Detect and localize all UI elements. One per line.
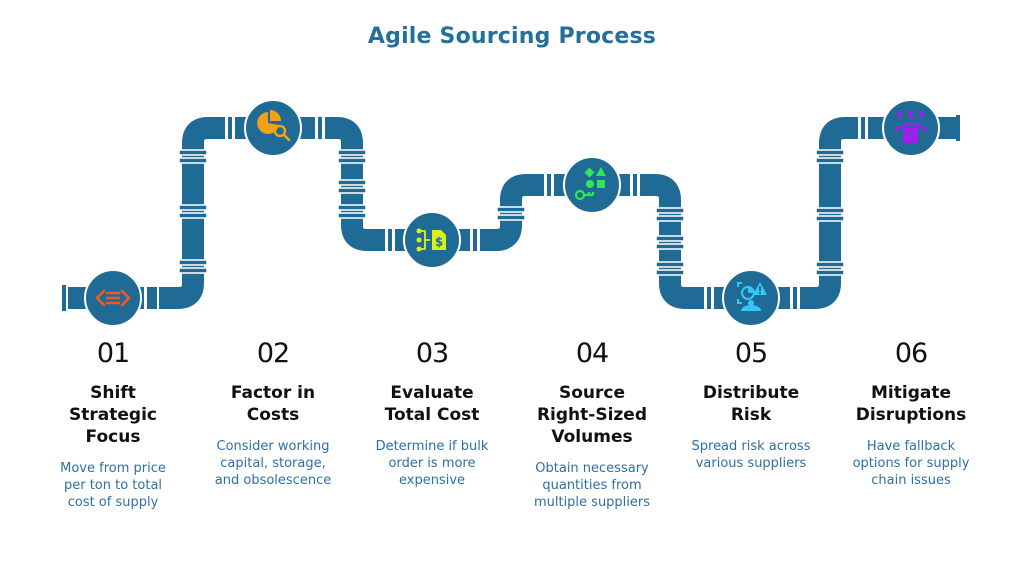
step-heading: Shift Strategic Focus <box>69 383 157 447</box>
step-2-node <box>244 99 302 157</box>
step-3-node: $ <box>403 211 461 269</box>
step-1: 01 Shift Strategic Focus Move from price… <box>38 338 188 511</box>
step-5: 05 Distribute Risk Spread risk across va… <box>676 338 826 472</box>
step-number: 06 <box>894 338 928 369</box>
step-number: 05 <box>734 338 768 369</box>
rain-package-icon <box>894 111 928 143</box>
diagram-title: Agile Sourcing Process <box>367 24 657 49</box>
step-number: 01 <box>96 338 130 369</box>
shapes-key-icon <box>574 167 606 201</box>
step-3: 03 Evaluate Total Cost Determine if bulk… <box>357 338 507 489</box>
step-2: 02 Factor in Costs Consider working capi… <box>198 338 348 489</box>
svg-text:$: $ <box>435 235 443 249</box>
step-description: Obtain necessary quantities from multipl… <box>533 461 651 510</box>
step-description: Move from price per ton to total cost of… <box>60 461 166 510</box>
cost-breakdown-icon: $ <box>416 228 446 252</box>
step-6: 06 Mitigate Disruptions Have fallback op… <box>836 338 986 489</box>
code-arrows-icon <box>95 289 131 307</box>
step-1-node <box>84 269 142 327</box>
step-description: Determine if bulk order is more expensiv… <box>375 439 489 488</box>
step-description: Spread risk across various suppliers <box>691 439 811 471</box>
step-description: Consider working capital, storage, and o… <box>214 439 332 488</box>
step-heading: Factor in Costs <box>230 383 316 425</box>
risk-alert-icon <box>737 282 767 311</box>
step-heading: Distribute Risk <box>702 383 800 425</box>
step-description: Have fallback options for supply chain i… <box>852 439 970 488</box>
step-number: 02 <box>256 338 290 369</box>
step-5-node <box>722 269 780 327</box>
pie-chart-search-icon <box>257 110 291 142</box>
step-heading: Source Right-Sized Volumes <box>536 383 648 447</box>
step-heading: Evaluate Total Cost <box>384 383 480 425</box>
step-4-node <box>563 156 621 214</box>
step-6-node <box>882 99 940 157</box>
step-4: 04 Source Right-Sized Volumes Obtain nec… <box>517 338 667 511</box>
step-heading: Mitigate Disruptions <box>855 383 967 425</box>
step-number: 03 <box>415 338 449 369</box>
step-number: 04 <box>575 338 609 369</box>
